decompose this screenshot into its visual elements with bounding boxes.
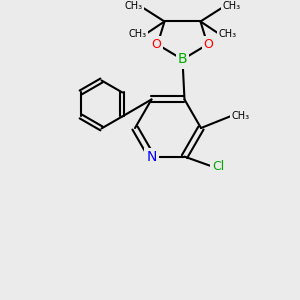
Text: CH₃: CH₃: [232, 111, 250, 121]
Text: CH₃: CH₃: [222, 2, 241, 11]
Text: Cl: Cl: [212, 160, 225, 173]
Text: CH₃: CH₃: [128, 29, 147, 40]
Text: N: N: [146, 150, 157, 164]
Text: CH₃: CH₃: [124, 2, 142, 11]
Text: CH₃: CH₃: [218, 29, 236, 40]
Text: B: B: [178, 52, 187, 67]
Text: O: O: [152, 38, 161, 51]
Text: O: O: [204, 38, 213, 51]
